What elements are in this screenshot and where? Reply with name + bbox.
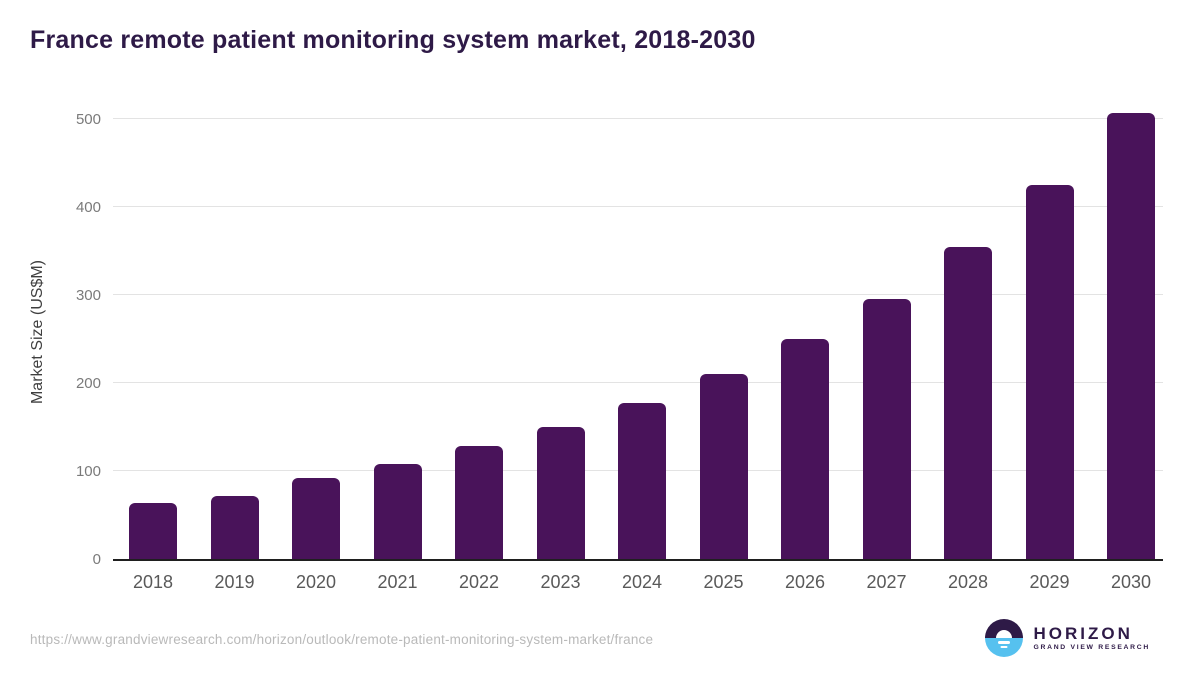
bar-2019 (210, 495, 259, 559)
y-tick-label-300: 300 (75, 287, 101, 304)
y-tick-label-400: 400 (75, 199, 101, 216)
y-axis-title: Market Size (US$M) (29, 259, 46, 404)
source-url: https://www.grandviewresearch.com/horizo… (30, 632, 654, 647)
bar-2021 (373, 463, 422, 559)
reflection-line-icon (998, 641, 1011, 644)
x-tick-label-2026: 2026 (784, 572, 826, 592)
horizon-logo: HORIZON GRAND VIEW RESEARCH (985, 619, 1150, 657)
bar-2018 (129, 502, 177, 559)
logo-brand-name: HORIZON (1033, 623, 1133, 643)
y-tick-label-0: 0 (92, 551, 101, 568)
gridline-y-400 (113, 206, 1163, 207)
gridline-y-500 (113, 118, 1163, 119)
bar-2020 (292, 478, 340, 559)
x-tick-label-2029: 2029 (1029, 572, 1070, 592)
x-tick-label-2030: 2030 (1110, 572, 1152, 592)
bar-2023 (536, 427, 585, 559)
horizon-logo-text: HORIZON GRAND VIEW RESEARCH (1033, 625, 1150, 652)
x-tick-label-2023: 2023 (540, 572, 581, 592)
x-tick-label-2021: 2021 (377, 572, 418, 592)
x-tick-label-2022: 2022 (458, 572, 500, 592)
bar-2027 (862, 298, 911, 559)
y-tick-label-500: 500 (75, 111, 101, 128)
gridline-y-300 (113, 294, 1163, 295)
bar-2024 (618, 403, 666, 559)
logo-brand-subtitle: GRAND VIEW RESEARCH (1033, 643, 1150, 651)
reflection-line-icon (1000, 646, 1008, 648)
x-tick-label-2019: 2019 (214, 572, 255, 592)
bar-2029 (1025, 185, 1074, 559)
bar-2030 (1107, 112, 1155, 559)
bar-2025 (699, 374, 748, 559)
horizon-logo-icon (985, 619, 1024, 657)
plot-area: Market Size (US$M) 0 100 200 300 400 500 2018 2… (29, 104, 1163, 592)
gridline-y-200 (113, 382, 1163, 383)
x-tick-label-2025: 2025 (703, 572, 744, 592)
x-tick-label-2028: 2028 (947, 572, 989, 592)
x-tick-label-2024: 2024 (621, 572, 663, 592)
x-tick-label-2018: 2018 (132, 572, 174, 592)
y-tick-label-100: 100 (75, 463, 101, 480)
y-tick-label-200: 200 (75, 375, 101, 392)
bar-2026 (781, 339, 829, 559)
chart-title: France remote patient monitoring system … (30, 26, 756, 54)
sun-dome-icon (996, 630, 1013, 638)
bar-2022 (455, 446, 503, 559)
bar-2028 (944, 246, 992, 559)
x-tick-label-2027: 2027 (866, 572, 907, 592)
x-tick-label-2020: 2020 (295, 572, 337, 592)
